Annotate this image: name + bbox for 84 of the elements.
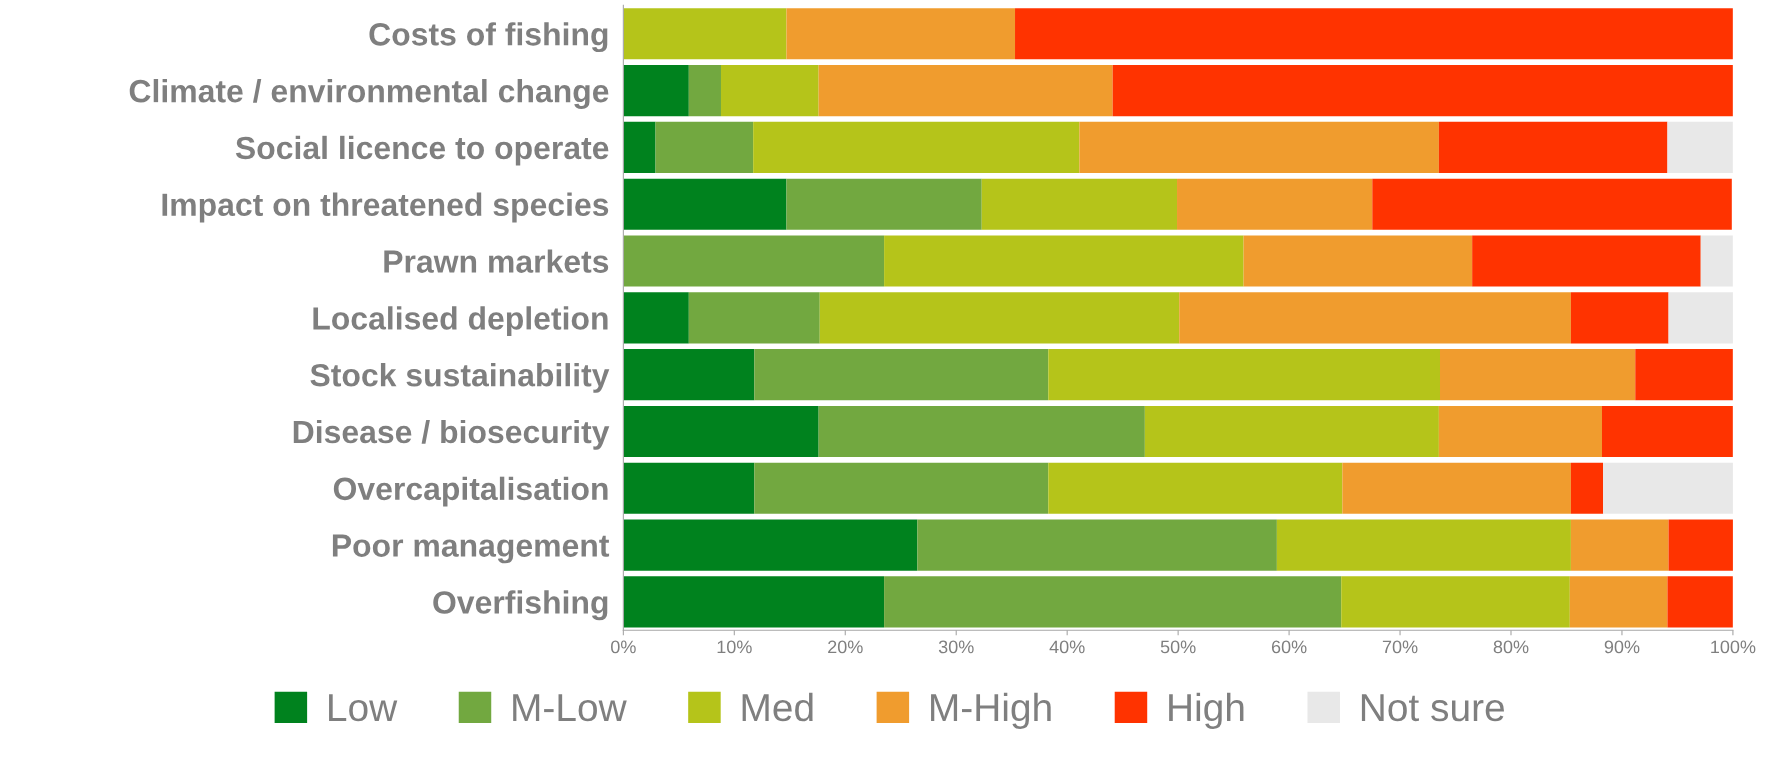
bar — [818, 405, 1145, 458]
legend-label: Low — [329, 694, 398, 722]
bar — [884, 235, 1244, 287]
x-tick-label: 20% — [828, 640, 863, 654]
legend-label: Not sure — [1361, 694, 1504, 722]
y-tick-label: Impact on threatened species — [162, 192, 609, 223]
y-tick-label: Localised depletion — [313, 306, 608, 337]
x-tick-label: 80% — [1493, 640, 1529, 654]
y-tick-label: Costs of fishing — [369, 22, 608, 53]
bar — [623, 519, 918, 571]
bar — [623, 65, 689, 117]
bar — [1177, 178, 1373, 230]
bar — [1668, 292, 1733, 344]
bar — [819, 292, 1180, 344]
bar — [753, 121, 1080, 173]
bar — [1472, 235, 1701, 287]
bar — [1342, 462, 1571, 514]
bar — [1079, 121, 1439, 173]
y-tick-label: Overfishing — [433, 590, 608, 621]
bar — [917, 519, 1277, 571]
y-tick-label: Climate / environmental change — [129, 78, 609, 109]
bar — [1570, 462, 1604, 514]
x-tick-label: 30% — [938, 640, 974, 654]
bar — [754, 349, 1049, 401]
bar — [1048, 349, 1440, 401]
bar — [981, 178, 1178, 230]
bar — [818, 65, 1113, 117]
bar — [623, 349, 755, 401]
legend-label: M-Low — [513, 694, 627, 722]
bar — [1570, 519, 1669, 571]
bar — [786, 178, 982, 230]
legend-label: M-High — [931, 692, 1051, 729]
bar — [1439, 349, 1636, 401]
bar — [1048, 462, 1343, 514]
bar — [1438, 405, 1602, 458]
bar — [623, 178, 787, 230]
bar — [623, 292, 689, 344]
x-tick-label: 0% — [611, 640, 636, 654]
bar — [1668, 519, 1733, 571]
bar — [655, 121, 754, 173]
legend-label: Med — [742, 692, 813, 722]
bar — [1570, 292, 1669, 344]
x-tick-label: 70% — [1382, 640, 1418, 654]
bar — [623, 235, 885, 287]
bar — [1276, 519, 1571, 571]
x-tick-label: 50% — [1160, 640, 1196, 654]
bar — [1667, 576, 1733, 628]
x-tick-label: 60% — [1271, 640, 1307, 654]
bar — [1667, 121, 1733, 173]
y-tick-label: Disease / biosecurity — [293, 419, 610, 450]
x-tick-label: 10% — [717, 640, 752, 654]
bar — [1112, 65, 1733, 117]
x-tick-label: 90% — [1604, 640, 1640, 654]
bar — [1179, 292, 1571, 344]
bar — [786, 8, 1016, 60]
bar — [1341, 576, 1570, 628]
bar — [1700, 235, 1733, 287]
y-tick-label: Poor management — [332, 534, 610, 564]
bar — [1601, 405, 1733, 458]
bar — [1569, 576, 1668, 628]
bar — [1438, 121, 1668, 173]
bar — [720, 65, 819, 117]
x-tick-label: 100% — [1711, 640, 1756, 654]
bar — [1144, 405, 1439, 458]
bar — [1243, 235, 1473, 287]
bar — [623, 8, 787, 60]
bar — [623, 405, 819, 458]
y-tick-label: Stock sustainability — [310, 363, 610, 393]
bar — [754, 462, 1049, 514]
bar — [623, 462, 755, 514]
bar — [623, 576, 885, 628]
x-tick-label: 40% — [1049, 640, 1085, 654]
bar — [1015, 8, 1733, 60]
bar — [1603, 462, 1733, 514]
bar — [884, 576, 1342, 628]
y-tick-label: Prawn markets — [384, 249, 609, 273]
bar — [688, 65, 721, 117]
y-tick-label: Overcapitalisation — [333, 476, 608, 507]
y-tick-label: Social licence to operate — [235, 135, 609, 166]
bar — [1372, 178, 1732, 230]
bar — [688, 292, 820, 344]
bar — [623, 121, 656, 173]
bar — [1635, 349, 1733, 401]
legend-label: High — [1169, 692, 1244, 729]
